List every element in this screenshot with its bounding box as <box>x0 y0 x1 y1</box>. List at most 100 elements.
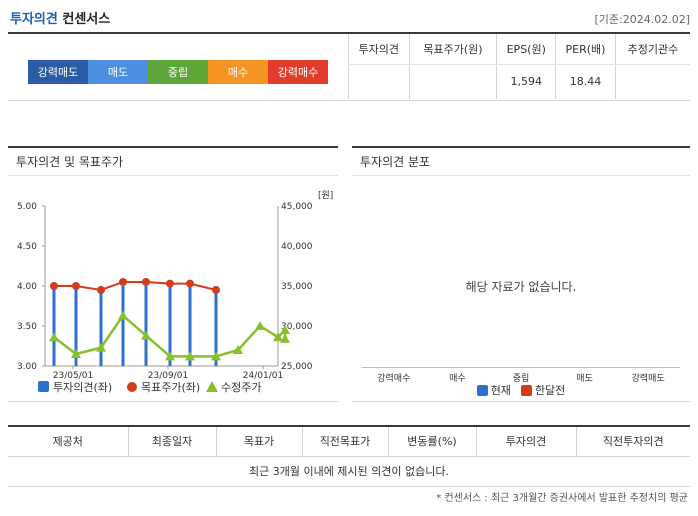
col-prev-target: 직전목표가 <box>301 426 388 457</box>
opinion-distribution-panel-title: 투자의견 분포 <box>352 148 690 176</box>
title-sub: 컨센서스 <box>62 12 111 27</box>
broker-opinion-table: 제공처 최종일자 목표가 직전목표가 변동률(%) 투자의견 직전투자의견 최근… <box>8 425 690 487</box>
target-price-point <box>119 278 127 286</box>
adjusted-price-point <box>255 321 265 330</box>
adjusted-price-point <box>49 332 59 342</box>
right-axis-tick: 35,000 <box>281 282 313 292</box>
adjusted-price-point <box>280 333 290 343</box>
adjusted-price-point <box>71 349 81 358</box>
dist-cat-strong-sell: 강력매도 <box>631 374 665 384</box>
distribution-legend: 현재 한달전 <box>352 382 690 398</box>
opinion-seg-strong-sell: 강력매도 <box>28 60 88 84</box>
target-price-point <box>166 279 174 288</box>
left-axis-tick: 3.00 <box>17 362 37 372</box>
legend-opinion-swatch <box>38 381 49 392</box>
left-axis-tick: 4.50 <box>17 242 37 252</box>
legend-current-swatch <box>476 384 488 396</box>
adjusted-price-point <box>96 342 106 352</box>
opinion-bar <box>214 286 218 366</box>
opinion-bar <box>168 286 172 366</box>
no-data-message: 해당 자료가 없습니다. <box>465 280 577 294</box>
col-eps: EPS(원) <box>496 34 556 65</box>
left-axis-tick: 4.00 <box>17 282 37 292</box>
col-institutions: 추정기관수 <box>614 34 690 65</box>
x-axis-tick: 23/05/01 <box>53 371 93 381</box>
opinion-seg-buy: 매수 <box>208 60 268 84</box>
page-title: 투자의견 컨센서스 <box>10 8 110 27</box>
basis-date: [기준:2024.02.02] <box>594 13 690 26</box>
consensus-footnote: * 컨센서스 : 최근 3개월간 증권사에서 발표한 추정치의 평균 <box>436 493 688 504</box>
right-axis-tick: 45,000 <box>281 202 313 212</box>
dist-cat-buy: 매수 <box>449 374 466 384</box>
opinion-bar <box>99 286 103 366</box>
dist-cat-sell: 매도 <box>576 374 593 384</box>
legend-label: 투자의견(좌) <box>53 381 112 394</box>
summary-divider <box>8 100 690 101</box>
adjusted-price-point <box>118 310 128 320</box>
val-institutions <box>614 64 690 99</box>
opinion-bar <box>144 286 148 366</box>
x-axis-tick: 23/09/01 <box>148 371 188 381</box>
col-provider: 제공처 <box>8 426 128 457</box>
opinion-price-panel-title: 투자의견 및 목표주가 <box>8 148 338 176</box>
right-axis-unit: [원] <box>318 190 333 201</box>
right-axis-tick: 30,000 <box>281 322 313 332</box>
dist-cat-neutral: 중립 <box>512 374 530 384</box>
col-per: PER(배) <box>555 34 616 65</box>
val-eps: 1,594 <box>496 64 556 99</box>
opinion-seg-strong-buy: 강력매수 <box>268 60 328 84</box>
opinion-seg-neutral: 중립 <box>148 60 208 84</box>
distribution-axis-line <box>362 367 680 368</box>
opinion-bar <box>52 286 56 366</box>
opinion-bar <box>188 286 192 366</box>
distribution-categories: 강력매수 매수 중립 매도 강력매도 <box>362 371 680 384</box>
x-axis-tick: 24/01/01 <box>243 371 283 381</box>
right-axis-tick: 40,000 <box>281 242 313 252</box>
col-opinion: 투자의견 <box>348 34 410 65</box>
val-opinion <box>348 64 410 99</box>
col-target-price: 목표주가(원) <box>408 34 497 65</box>
left-axis-tick: 5.00 <box>17 202 37 212</box>
legend-label: 목표주가(좌) <box>141 381 200 394</box>
opinion-bar <box>74 286 78 366</box>
target-price-point <box>186 279 194 288</box>
adjusted-price-point <box>211 351 221 361</box>
opinion-bar <box>121 286 125 366</box>
legend-adjusted-swatch <box>206 381 218 392</box>
col-prev-opinion: 직전투자의견 <box>575 426 690 457</box>
col-last-date: 최종일자 <box>127 426 216 457</box>
legend-target-swatch <box>127 382 137 392</box>
legend-current-label: 현재 <box>490 384 511 397</box>
opinion-seg-sell: 매도 <box>88 60 148 84</box>
dist-cat-strong-buy: 강력매수 <box>377 374 411 384</box>
adjusted-price-point <box>280 325 290 334</box>
opinion-price-chart: 5.00 4.50 4.00 3.50 3.00 45,000 40,000 35,000 30… <box>17 190 333 394</box>
opinion-scale-bar: 강력매도 매도 중립 매수 강력매수 <box>28 60 328 84</box>
adjusted-price-point <box>273 332 283 342</box>
col-change-rate: 변동률(%) <box>387 426 476 457</box>
col-invest-opinion: 투자의견 <box>475 426 576 457</box>
right-axis-tick: 25,000 <box>281 362 313 372</box>
val-per: 18.44 <box>555 64 616 99</box>
legend-label: 수정주가 <box>221 381 261 394</box>
no-opinion-message: 최근 3개월 이내에 제시된 의견이 없습니다. <box>8 456 690 487</box>
target-price-point <box>50 282 58 290</box>
legend-month-ago-label: 한달전 <box>534 384 566 397</box>
legend-month-ago-swatch <box>520 384 532 396</box>
opinion-distribution-panel: 투자의견 분포 해당 자료가 없습니다. 강력매수 매수 중립 매도 강력매도 … <box>352 146 690 402</box>
target-price-point <box>97 286 105 294</box>
consensus-summary-table: 투자의견 목표주가(원) EPS(원) PER(배) 추정기관수 1,594 1… <box>348 34 690 99</box>
adjusted-price-point <box>185 351 195 361</box>
adjusted-price-point <box>233 345 243 354</box>
left-axis-tick: 3.50 <box>17 322 37 332</box>
col-target: 목표가 <box>215 426 302 457</box>
val-target-price <box>408 64 497 99</box>
adjusted-price-point <box>165 351 175 361</box>
target-price-point <box>212 286 220 294</box>
opinion-price-panel: 투자의견 및 목표주가 5.00 4.50 4.00 3.50 3.00 45,000 40… <box>8 146 338 402</box>
title-main: 투자의견 <box>10 12 58 27</box>
header-divider <box>8 32 690 34</box>
target-price-point <box>72 282 80 290</box>
target-price-point <box>142 278 150 286</box>
adjusted-price-point <box>141 330 151 340</box>
